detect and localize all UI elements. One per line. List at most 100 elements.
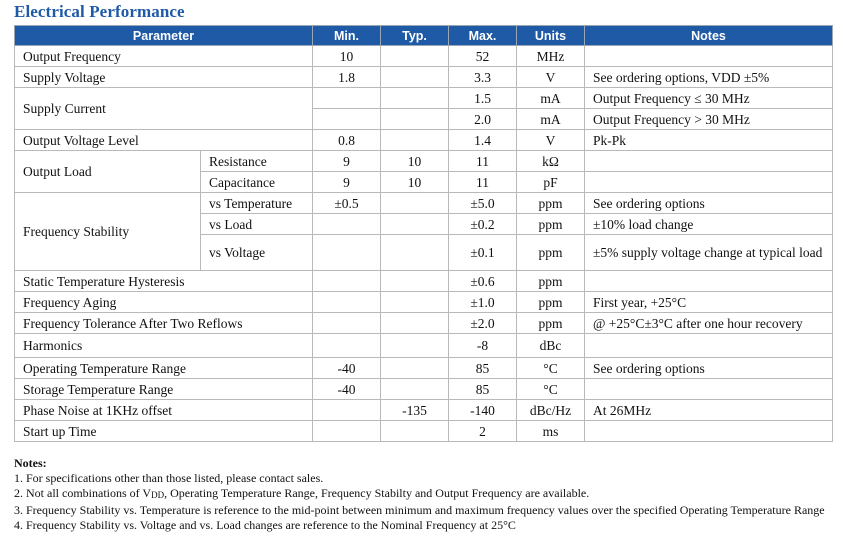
min-cell: 9 bbox=[312, 150, 381, 172]
table-row: Supply Current 1.5 mA Output Frequency ≤… bbox=[14, 87, 833, 130]
units-cell: V bbox=[516, 66, 585, 88]
param-cell: Phase Noise at 1KHz offset bbox=[14, 399, 313, 421]
header-max: Max. bbox=[448, 25, 517, 46]
typ-cell bbox=[380, 333, 449, 358]
min-cell bbox=[312, 213, 381, 235]
notes-section: Notes: 1. For specifications other than … bbox=[14, 456, 839, 533]
notes-cell bbox=[584, 333, 833, 358]
header-parameter: Parameter bbox=[14, 25, 313, 46]
param-cell: Output Load bbox=[14, 150, 201, 193]
units-cell: mA bbox=[516, 108, 585, 130]
table-row: Operating Temperature Range -40 85 °C Se… bbox=[14, 357, 833, 379]
max-cell: 2.0 bbox=[448, 108, 517, 130]
notes-cell: See ordering options bbox=[584, 357, 833, 379]
table-row: Output Voltage Level 0.8 1.4 V Pk-Pk bbox=[14, 129, 833, 151]
typ-cell bbox=[380, 66, 449, 88]
electrical-performance-table: Parameter Min. Typ. Max. Units Notes Out… bbox=[14, 25, 833, 442]
max-cell: ±0.1 bbox=[448, 234, 517, 271]
units-cell: dBc/Hz bbox=[516, 399, 585, 421]
max-cell: 1.5 bbox=[448, 87, 517, 109]
units-cell: ppm bbox=[516, 270, 585, 292]
table-header-row: Parameter Min. Typ. Max. Units Notes bbox=[14, 25, 833, 46]
typ-cell: 10 bbox=[380, 150, 449, 172]
units-cell: ppm bbox=[516, 312, 585, 334]
table-row: Harmonics -8 dBc bbox=[14, 333, 833, 358]
header-typ: Typ. bbox=[380, 25, 449, 46]
table-row: 2.0 mA Output Frequency > 30 MHz bbox=[15, 108, 833, 130]
notes-cell: Output Frequency ≤ 30 MHz bbox=[584, 87, 833, 109]
notes-cell: First year, +25°C bbox=[584, 291, 833, 313]
table-row: Phase Noise at 1KHz offset -135 -140 dBc… bbox=[14, 399, 833, 421]
typ-cell bbox=[380, 234, 449, 271]
note-1: 1. For specifications other than those l… bbox=[14, 471, 324, 485]
max-cell: 85 bbox=[448, 378, 517, 400]
units-cell: ppm bbox=[516, 291, 585, 313]
subparam-cell: vs Temperature bbox=[200, 192, 313, 214]
units-cell: °C bbox=[516, 357, 585, 379]
typ-cell bbox=[380, 45, 449, 67]
param-cell: Output Frequency bbox=[14, 45, 313, 67]
notes-cell: At 26MHz bbox=[584, 399, 833, 421]
notes-heading: Notes: bbox=[14, 456, 47, 470]
notes-cell: ±5% supply voltage change at typical loa… bbox=[584, 234, 833, 271]
param-cell: Output Voltage Level bbox=[14, 129, 313, 151]
min-cell: 1.8 bbox=[312, 66, 381, 88]
param-cell: Static Temperature Hysteresis bbox=[14, 270, 313, 292]
table-row: Supply Voltage 1.8 3.3 V See ordering op… bbox=[14, 66, 833, 88]
note-2: 2. Not all combinations of VDD, Operatin… bbox=[14, 486, 839, 503]
typ-cell bbox=[380, 270, 449, 292]
param-cell: Frequency Stability bbox=[14, 192, 201, 271]
min-cell: 9 bbox=[312, 171, 381, 193]
units-cell: V bbox=[516, 129, 585, 151]
min-cell bbox=[312, 333, 381, 358]
min-cell bbox=[312, 291, 381, 313]
param-cell: Supply Voltage bbox=[14, 66, 313, 88]
notes-cell: See ordering options bbox=[584, 192, 833, 214]
notes-cell bbox=[584, 378, 833, 400]
section-title: Electrical Performance bbox=[14, 2, 185, 21]
table-row: Output Load Resistance 9 10 11 kΩ bbox=[14, 150, 833, 193]
max-cell: ±1.0 bbox=[448, 291, 517, 313]
table-row: Storage Temperature Range -40 85 °C bbox=[14, 378, 833, 400]
subparam-cell: vs Load bbox=[200, 213, 313, 235]
header-min: Min. bbox=[312, 25, 381, 46]
max-cell: -8 bbox=[448, 333, 517, 358]
notes-cell bbox=[584, 45, 833, 67]
typ-cell bbox=[380, 108, 449, 130]
min-cell: 10 bbox=[312, 45, 381, 67]
notes-cell: Output Frequency > 30 MHz bbox=[584, 108, 833, 130]
notes-cell bbox=[584, 171, 833, 193]
max-cell: 3.3 bbox=[448, 66, 517, 88]
typ-cell bbox=[380, 87, 449, 109]
min-cell bbox=[312, 108, 381, 130]
max-cell: 11 bbox=[448, 150, 517, 172]
units-cell: dBc bbox=[516, 333, 585, 358]
max-cell: 85 bbox=[448, 357, 517, 379]
min-cell: ±0.5 bbox=[312, 192, 381, 214]
typ-cell bbox=[380, 213, 449, 235]
param-cell: Operating Temperature Range bbox=[14, 357, 313, 379]
typ-cell bbox=[380, 129, 449, 151]
table-row: Frequency Aging ±1.0 ppm First year, +25… bbox=[14, 291, 833, 313]
typ-cell bbox=[380, 192, 449, 214]
notes-cell: @ +25°C±3°C after one hour recovery bbox=[584, 312, 833, 334]
param-cell: Storage Temperature Range bbox=[14, 378, 313, 400]
param-cell: Frequency Aging bbox=[14, 291, 313, 313]
max-cell: 52 bbox=[448, 45, 517, 67]
min-cell: -40 bbox=[312, 357, 381, 379]
typ-cell bbox=[380, 291, 449, 313]
note-2-prefix: 2. Not all combinations of V bbox=[14, 486, 152, 500]
table-row: Frequency Tolerance After Two Reflows ±2… bbox=[14, 312, 833, 334]
typ-cell bbox=[380, 312, 449, 334]
max-cell: ±2.0 bbox=[448, 312, 517, 334]
min-cell: 0.8 bbox=[312, 129, 381, 151]
units-cell: ppm bbox=[516, 213, 585, 235]
note-2-subscript: DD bbox=[151, 490, 165, 500]
max-cell: 2 bbox=[448, 420, 517, 442]
param-cell: Supply Current bbox=[14, 87, 313, 130]
max-cell: 1.4 bbox=[448, 129, 517, 151]
min-cell bbox=[312, 399, 381, 421]
units-cell: ms bbox=[516, 420, 585, 442]
units-cell: mA bbox=[516, 87, 585, 109]
table-row: Start up Time 2 ms bbox=[14, 420, 833, 442]
